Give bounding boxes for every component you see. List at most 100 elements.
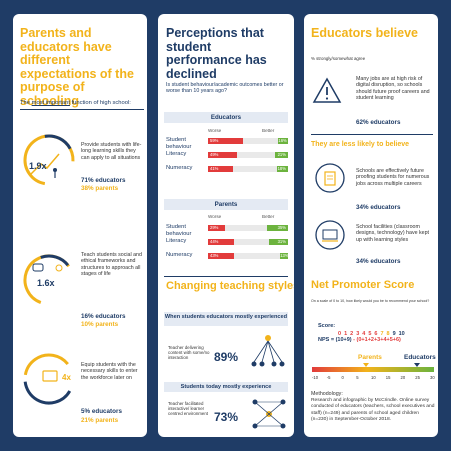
item-parents-3: 21% parents xyxy=(81,417,119,424)
better-bar: 21% xyxy=(275,152,288,158)
score-digit: 3 xyxy=(356,331,360,337)
better-bar: 16% xyxy=(278,138,288,144)
score-digit: 6 xyxy=(374,331,378,337)
multiplier-1: 1.9x xyxy=(29,161,47,171)
belief2-text: Schools are effectively future proofing … xyxy=(356,168,430,187)
network-learning-icon xyxy=(250,396,288,432)
item-educators-3: 5% educators xyxy=(81,408,122,415)
score-digit: 5 xyxy=(368,331,372,337)
performance-question: Is student behaviour/academic outcomes b… xyxy=(166,82,284,95)
multiplier-3: 4x xyxy=(62,373,71,382)
divider xyxy=(311,134,433,135)
better-label: Better xyxy=(262,214,275,219)
parents-marker xyxy=(363,363,369,367)
score-digit: 0 xyxy=(338,331,342,337)
bar-track xyxy=(208,138,288,144)
item-educators-1: 71% educators xyxy=(81,177,126,184)
now-pct: 73% xyxy=(214,410,239,424)
worse-bar: 29% xyxy=(208,225,226,231)
multiplier-2: 1.6x xyxy=(37,278,55,288)
agree-note: % strongly/somewhat agree xyxy=(311,56,366,61)
methodology-title: Methodology: xyxy=(311,391,343,397)
panel-purpose-of-schooling: Parents and educators have different exp… xyxy=(13,14,147,437)
nps-formula-promoters: NPS = (10+9) xyxy=(318,337,352,343)
score-digit: 4 xyxy=(362,331,366,337)
panel-student-performance: Perceptions that student performance has… xyxy=(158,14,294,437)
nps-title: Net Promoter Score xyxy=(311,279,415,291)
scale-tick-label: 0 xyxy=(341,375,344,380)
row-label: Numeracy xyxy=(166,165,193,171)
then-desc: Teacher delivering content with some/no … xyxy=(168,345,210,361)
teaching-styles-title: Changing teaching styles xyxy=(166,280,294,292)
score-digit: 9 xyxy=(392,331,396,337)
score-digit: 1 xyxy=(344,331,348,337)
performance-title: Perceptions that student performance has… xyxy=(166,26,267,81)
bar-track xyxy=(208,253,288,259)
better-bar: 31% xyxy=(269,239,288,245)
worse-bar: 49% xyxy=(208,152,238,158)
then-header: When students educators mostly experienc… xyxy=(164,314,288,320)
purpose-subtitle: The most important function of high scho… xyxy=(20,100,131,106)
panel-educators-believe: Educators believe % strongly/somewhat ag… xyxy=(304,14,438,437)
scale-tick-label: 30 xyxy=(430,375,435,380)
scale-tick-label: -5 xyxy=(326,375,331,380)
nps-formula-detractors: - (0+1+2+3+4+5+6) xyxy=(351,337,401,343)
row-label: Student behaviour xyxy=(166,137,192,150)
row-label: Literacy xyxy=(166,238,187,244)
nps-scale-bar xyxy=(312,367,434,372)
score-digit: 10 xyxy=(398,331,405,337)
better-bar: 35% xyxy=(267,225,288,231)
less-likely-label: They are less likely to believe xyxy=(311,141,410,148)
methodology-text: Research and infographic by McCrindle. O… xyxy=(311,398,435,422)
future-proof-icon xyxy=(314,162,346,194)
scale-tick-label: 15 xyxy=(385,375,391,380)
nps-question: On a scale of 0 to 10, how likely would … xyxy=(311,299,430,303)
divider xyxy=(164,276,288,277)
scale-tick-label: 25 xyxy=(415,375,420,380)
row-label: Student behaviour xyxy=(166,224,192,237)
bar-track xyxy=(208,239,288,245)
worse-label: Worse xyxy=(208,214,222,219)
emphasis-text: most important xyxy=(31,100,70,106)
score-label: Score: xyxy=(318,323,336,329)
belief3-text: School facilities (classroom designs, te… xyxy=(356,224,430,243)
scale-tick-label: 5 xyxy=(356,375,359,380)
now-header-bar xyxy=(164,382,288,392)
row-label: Numeracy xyxy=(166,252,193,258)
better-bar: 13% xyxy=(280,253,289,259)
score-digit: 2 xyxy=(350,331,354,337)
lifelong-learning-gauge-icon xyxy=(19,130,79,190)
worse-bar: 41% xyxy=(208,166,233,172)
belief1-pct: 62% educators xyxy=(356,119,401,126)
educators-marker xyxy=(414,363,420,367)
warning-icon xyxy=(312,76,342,106)
item-desc-2: Teach students social and ethical framew… xyxy=(81,252,142,277)
nps-formula: NPS = (10+9) - (0+1+2+3+4+5+6) xyxy=(318,337,401,343)
group-header-educators: Educators xyxy=(164,112,288,123)
bar-track xyxy=(208,225,288,231)
belief2-pct: 34% educators xyxy=(356,204,401,211)
bar-track xyxy=(208,166,288,172)
scale-tick-label: 20 xyxy=(400,375,406,380)
better-bar: 18% xyxy=(277,166,288,172)
workforce-gauge-icon xyxy=(19,349,79,409)
score-digits: 0 1 2 3 4 5 6 7 8 9 10 xyxy=(338,322,408,337)
scale-tick-label: 10 xyxy=(371,375,376,380)
worse-bar: 59% xyxy=(208,138,244,144)
item-parents-1: 38% parents xyxy=(81,185,119,192)
school-facilities-icon xyxy=(314,219,346,251)
group-header-parents: Parents xyxy=(164,199,288,210)
divider xyxy=(20,109,144,110)
now-header: Students today mostly experience xyxy=(180,384,272,390)
worse-bar: 43% xyxy=(208,253,234,259)
item-parents-2: 10% parents xyxy=(81,321,119,328)
educators-label: Educators xyxy=(404,354,436,361)
nps-scale-ticks: -10 -5 0 5 10 15 20 25 30 xyxy=(312,375,435,381)
scale-tick-label: -10 xyxy=(312,375,319,380)
belief3-pct: 34% educators xyxy=(356,258,401,265)
believe-title: Educators believe xyxy=(311,26,418,40)
teacher-to-students-icon xyxy=(248,332,288,372)
better-label: Better xyxy=(262,128,275,133)
then-header-bar xyxy=(164,312,288,326)
worse-bar: 44% xyxy=(208,239,235,245)
